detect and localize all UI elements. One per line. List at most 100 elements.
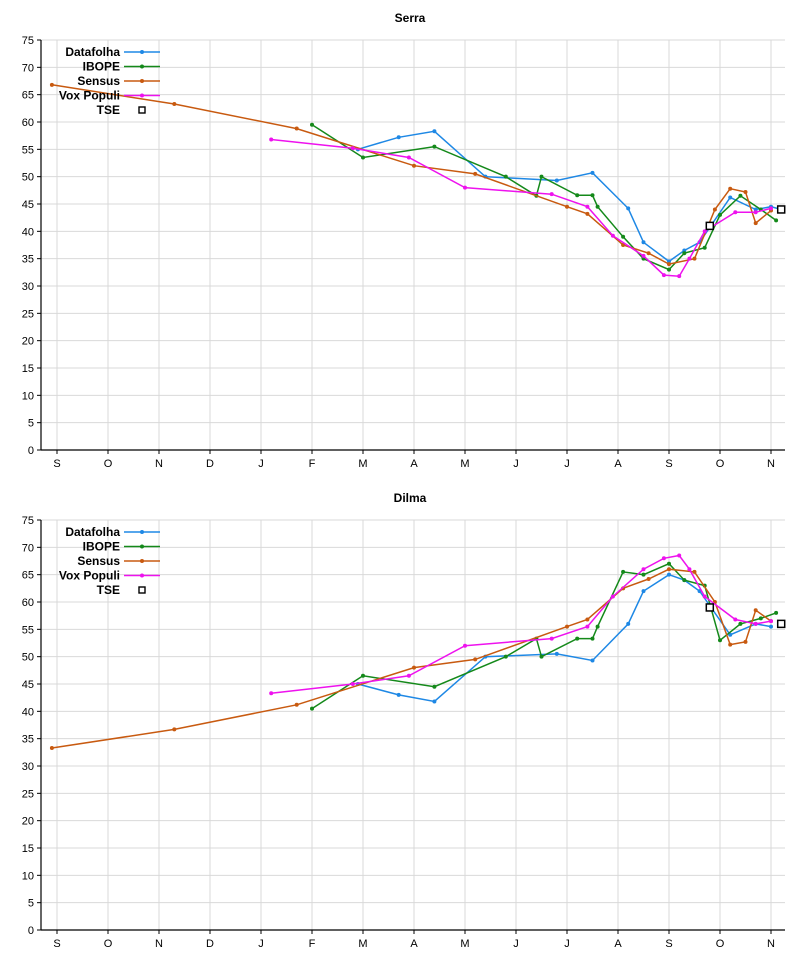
x-tick-label: J (564, 938, 570, 950)
data-point-datafolha (682, 248, 687, 253)
data-point-ibope (361, 155, 365, 160)
data-point-sensus (667, 262, 671, 267)
data-point-ibope (667, 267, 671, 272)
data-point-sensus (646, 577, 651, 582)
y-tick-label: 70 (22, 62, 34, 74)
data-point-sensus (692, 569, 697, 574)
data-point-ibope (702, 245, 707, 250)
y-tick-label: 30 (22, 761, 34, 773)
data-point-vox-populi (769, 206, 773, 211)
y-tick-label: 20 (22, 336, 34, 348)
data-point-sensus (743, 639, 748, 644)
data-point-ibope (432, 684, 437, 689)
chart-title: Dilma (394, 491, 427, 505)
x-tick-label: F (309, 938, 316, 950)
data-point-vox-populi (753, 210, 758, 215)
data-point-sensus (565, 624, 569, 629)
data-point-ibope (738, 621, 743, 626)
chart-panel-dilma: Dilma 0 5 10 15 20 25 30 35 40 45 50 55 60 65 70 75 S O N D J… (22, 491, 786, 950)
legend-marker (140, 93, 144, 98)
x-tick-label: J (258, 938, 264, 950)
tse-point (705, 221, 715, 231)
data-point-ibope (774, 218, 779, 223)
data-point-vox-populi (641, 567, 646, 572)
x-tick-label: M (358, 458, 367, 470)
data-point-sensus (49, 745, 54, 750)
data-point-ibope (621, 234, 626, 239)
y-tick-label: 55 (22, 144, 34, 156)
data-point-datafolha (753, 207, 758, 212)
data-point-ibope (595, 624, 600, 629)
y-tick-label: 45 (22, 199, 34, 211)
y-tick-label: 30 (22, 281, 34, 293)
data-point-sensus (692, 256, 697, 261)
data-point-ibope (503, 174, 508, 179)
x-tick-label: O (716, 938, 725, 950)
x-tick-label: O (104, 458, 113, 470)
y-tick-label: 25 (22, 788, 34, 800)
x-tick-label: N (155, 938, 163, 950)
legend-label: TSE (97, 583, 120, 597)
data-point-ibope (361, 673, 365, 678)
y-tick-label: 65 (22, 570, 34, 582)
legend-marker (140, 79, 144, 83)
series-line-sensus (51, 84, 772, 265)
data-point-ibope (718, 638, 722, 643)
y-tick-label: 0 (28, 445, 34, 457)
x-tick-label: S (53, 938, 60, 950)
y-tick-label: 55 (22, 624, 34, 636)
y-tick-label: 65 (22, 90, 34, 102)
legend-label: IBOPE (83, 60, 120, 74)
data-point-sensus (753, 221, 758, 226)
data-point-ibope (738, 193, 743, 198)
data-point-datafolha (728, 195, 733, 200)
data-point-vox-populi (661, 556, 666, 561)
data-point-ibope (667, 561, 671, 566)
data-point-datafolha (396, 692, 401, 697)
y-tick-label: 25 (22, 308, 34, 320)
data-point-vox-populi (753, 621, 758, 626)
data-point-sensus (49, 82, 54, 87)
data-point-vox-populi (406, 673, 411, 678)
y-tick-label: 60 (22, 597, 34, 609)
x-tick-label: N (767, 938, 775, 950)
data-point-vox-populi (677, 553, 682, 558)
tse-point (705, 603, 715, 612)
x-tick-label: J (258, 458, 264, 470)
y-tick-label: 5 (28, 898, 34, 910)
data-point-sensus (646, 251, 651, 256)
data-point-datafolha (554, 651, 559, 656)
data-point-datafolha (590, 170, 595, 175)
data-point-ibope (758, 616, 763, 621)
data-point-ibope (682, 251, 687, 256)
data-point-vox-populi (269, 691, 274, 696)
x-tick-label: J (513, 458, 519, 470)
x-tick-label: N (767, 458, 775, 470)
data-point-ibope (590, 636, 595, 641)
legend-label: Vox Populi (59, 89, 120, 103)
x-tick-label: D (206, 938, 214, 950)
data-point-ibope (621, 569, 626, 574)
data-point-datafolha (641, 589, 646, 594)
data-point-datafolha (554, 178, 559, 183)
series-line-sensus (51, 568, 772, 749)
chart-panel-serra: Serra 0 5 10 15 20 25 30 35 40 45 50 55 60 65 70 75 S O N D J… (22, 11, 786, 470)
tse-point (776, 205, 786, 214)
data-point-sensus (728, 186, 733, 191)
data-point-sensus (172, 727, 177, 732)
x-tick-label: O (104, 938, 113, 950)
y-tick-label: 5 (28, 418, 34, 430)
y-tick-label: 40 (22, 226, 34, 238)
data-point-sensus (712, 207, 717, 212)
data-point-ibope (590, 193, 595, 198)
data-point-ibope (774, 610, 779, 615)
data-point-sensus (473, 171, 478, 176)
data-point-vox-populi (350, 682, 355, 686)
legend-marker (140, 50, 144, 54)
legend-marker-tse (138, 106, 146, 114)
data-point-vox-populi (677, 274, 682, 279)
data-point-sensus (412, 665, 416, 670)
data-point-sensus (728, 642, 733, 647)
data-point-datafolha (769, 624, 773, 629)
